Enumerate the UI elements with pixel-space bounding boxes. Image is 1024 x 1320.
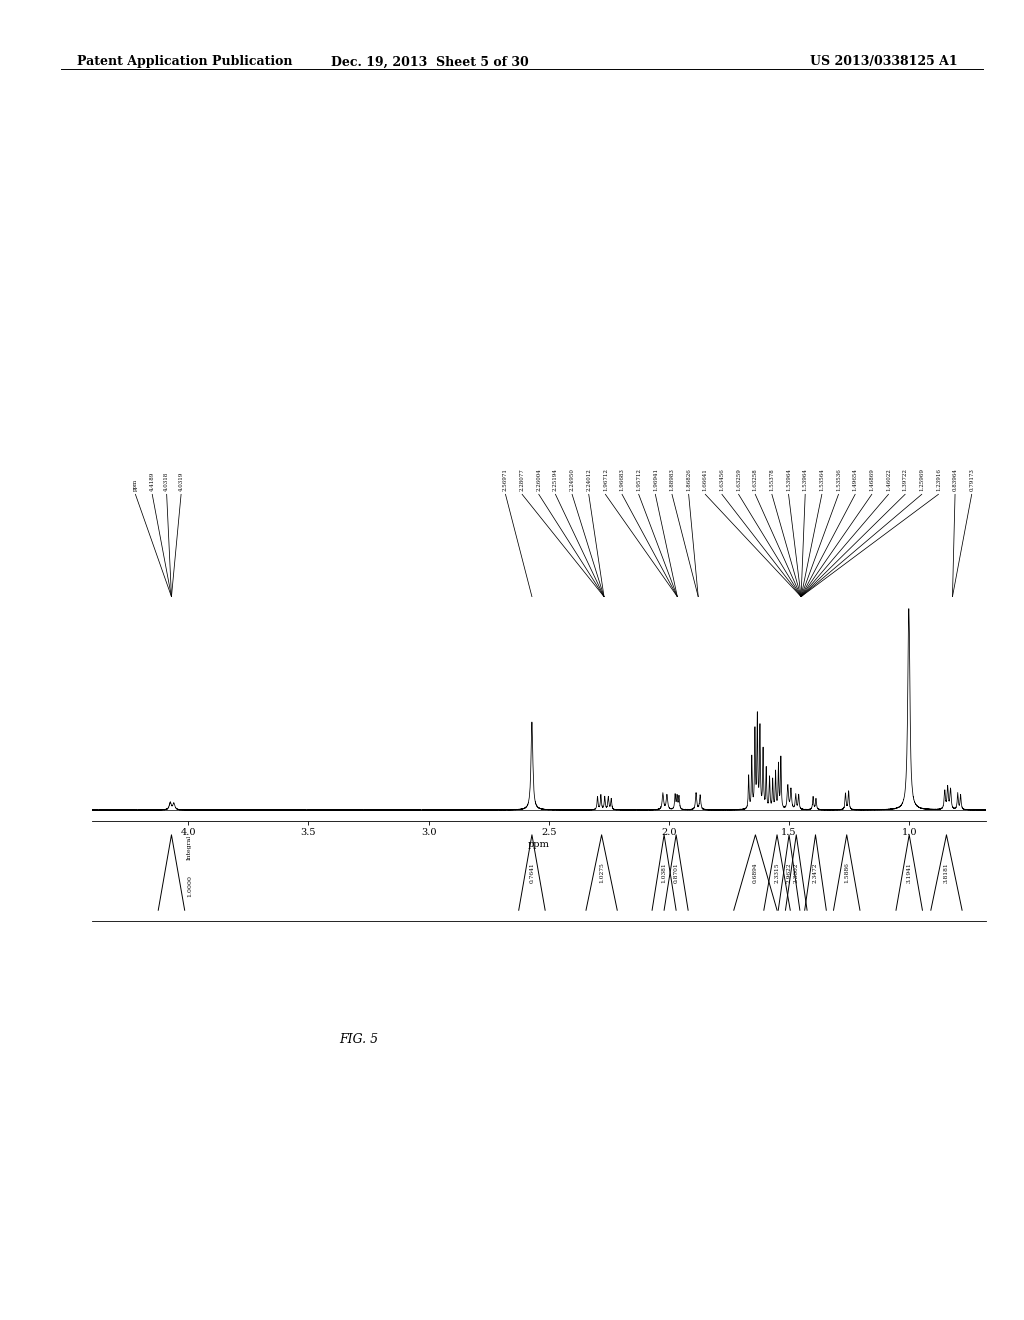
- Text: FIG. 5: FIG. 5: [339, 1032, 378, 1045]
- Text: 1.46022: 1.46022: [886, 469, 891, 491]
- Text: 0.6894: 0.6894: [753, 862, 758, 883]
- Text: 0.79173: 0.79173: [969, 469, 974, 491]
- Text: 1.53536: 1.53536: [836, 469, 841, 491]
- Text: 1.0381: 1.0381: [662, 862, 667, 883]
- Text: 1.5886: 1.5886: [844, 862, 849, 883]
- Text: Patent Application Publication: Patent Application Publication: [77, 55, 292, 69]
- Text: 1.63456: 1.63456: [720, 469, 724, 491]
- Text: 1.95712: 1.95712: [636, 469, 641, 491]
- Text: 4.4189: 4.4189: [150, 471, 155, 491]
- Text: 1.86826: 1.86826: [686, 469, 691, 491]
- Text: 2.3472: 2.3472: [813, 862, 818, 883]
- Text: 3.1941: 3.1941: [906, 862, 911, 883]
- Text: Dec. 19, 2013  Sheet 5 of 30: Dec. 19, 2013 Sheet 5 of 30: [331, 55, 529, 69]
- Text: 1.53564: 1.53564: [819, 469, 824, 491]
- Text: 1.39722: 1.39722: [902, 469, 907, 491]
- Text: 1.63258: 1.63258: [753, 469, 758, 491]
- Text: 4.0319: 4.0319: [178, 471, 183, 491]
- Text: 2.3315: 2.3315: [774, 862, 779, 883]
- Text: 1.0000: 1.0000: [187, 875, 191, 898]
- Text: 2.24012: 2.24012: [587, 469, 591, 491]
- Text: 0.83964: 0.83964: [952, 469, 957, 491]
- Text: 1.66641: 1.66641: [702, 469, 708, 491]
- Text: 4.0318: 4.0318: [164, 471, 169, 491]
- Text: 2.25194: 2.25194: [553, 469, 558, 491]
- Text: 3.8181: 3.8181: [944, 862, 949, 883]
- Text: 1.88983: 1.88983: [670, 469, 675, 491]
- Text: ppm: ppm: [133, 479, 138, 491]
- Text: 2.56971: 2.56971: [503, 469, 508, 491]
- Text: 1.49654: 1.49654: [853, 469, 858, 491]
- Text: 2.3602: 2.3602: [794, 862, 799, 883]
- Text: US 2013/0338125 A1: US 2013/0338125 A1: [810, 55, 957, 69]
- X-axis label: ppm: ppm: [528, 840, 550, 849]
- Text: 2.28077: 2.28077: [519, 469, 524, 491]
- Text: 0.7641: 0.7641: [529, 862, 535, 883]
- Text: 1.53964: 1.53964: [786, 469, 792, 491]
- Text: 1.55378: 1.55378: [769, 469, 774, 491]
- Text: 2.9622: 2.9622: [786, 862, 792, 883]
- Text: 1.96712: 1.96712: [603, 469, 608, 491]
- Text: 1.96941: 1.96941: [653, 469, 657, 491]
- Text: 1.96683: 1.96683: [620, 469, 625, 491]
- Text: 1.63259: 1.63259: [736, 469, 741, 491]
- Text: 1.46869: 1.46869: [869, 469, 874, 491]
- Text: 0.8701: 0.8701: [674, 862, 679, 883]
- Text: 1.53964: 1.53964: [803, 469, 808, 491]
- Text: Integral: Integral: [187, 834, 191, 861]
- Text: 2.24950: 2.24950: [569, 469, 574, 491]
- Text: 1.25969: 1.25969: [920, 469, 925, 491]
- Text: 1.0275: 1.0275: [599, 862, 604, 883]
- Text: 2.26004: 2.26004: [537, 469, 542, 491]
- Text: 1.23916: 1.23916: [936, 469, 941, 491]
